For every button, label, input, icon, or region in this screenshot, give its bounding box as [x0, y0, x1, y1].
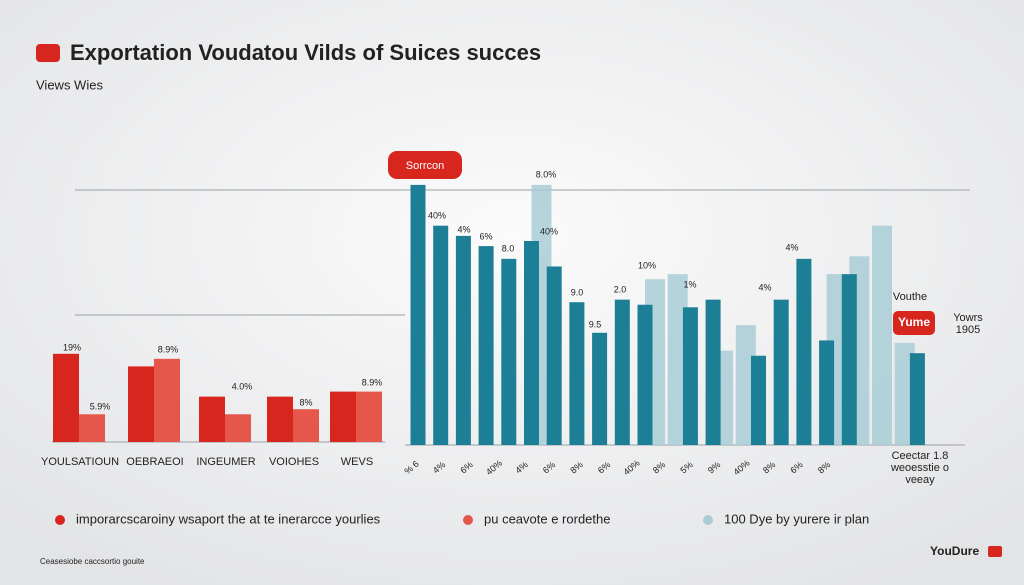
bar: [199, 396, 225, 442]
bar: [128, 366, 154, 442]
annotation: 40%: [428, 210, 446, 220]
legend-swatch: [463, 515, 473, 525]
x-tick-label: YOULSATIOUN: [41, 456, 119, 468]
bar: [410, 184, 426, 445]
bar: [79, 414, 105, 442]
bar: [819, 340, 835, 445]
annotation: 1%: [683, 279, 696, 289]
side-note: Ceectar 1.8: [892, 450, 949, 462]
bar: [267, 396, 293, 442]
annotation: 5.9%: [90, 401, 111, 411]
bar: [433, 225, 449, 445]
side-badge-text: Yume: [898, 315, 930, 329]
bar: [705, 299, 721, 445]
annotation: 4.0%: [232, 381, 253, 391]
bar: [796, 258, 812, 445]
annotation: 4%: [758, 282, 771, 292]
annotation: 9.5: [589, 319, 602, 329]
x-tick-label: VOIOHES: [269, 456, 319, 468]
bar: [735, 325, 756, 445]
bar: [667, 274, 688, 445]
bar: [637, 304, 653, 445]
bar: [225, 414, 251, 442]
logo-icon: [36, 44, 60, 62]
bar: [592, 332, 608, 445]
title: Exportation Voudatou Vilds of Suices suc…: [70, 40, 541, 65]
legend-label: 100 Dye by yurere ir plan: [724, 511, 869, 526]
footer-icon: [988, 546, 1002, 557]
annotation: 8.0: [502, 243, 515, 253]
footer-left: Ceasesiobe caccsortio gouite: [40, 557, 145, 566]
bar: [872, 225, 892, 445]
footer-right: YouDure: [930, 544, 979, 558]
side-note: veeay: [905, 474, 935, 486]
legend-label: pu ceavote e rordethe: [484, 511, 610, 526]
bar: [614, 299, 630, 445]
annotation: 19%: [63, 342, 81, 352]
x-tick-label: OEBRAEOI: [126, 456, 183, 468]
legend-label: imporarcscaroiny wsaport the at te inera…: [76, 511, 381, 526]
side-note: weoesstie o: [890, 462, 949, 474]
annotation: 9.0: [571, 287, 584, 297]
bar: [501, 258, 517, 445]
bar: [293, 409, 319, 442]
bar: [154, 358, 180, 442]
badge-text: Sorrcon: [406, 160, 445, 172]
annotation: 40%: [540, 226, 558, 236]
legend-swatch: [55, 515, 65, 525]
bar: [478, 246, 494, 445]
bar: [546, 266, 562, 445]
x-tick-label: WEVS: [341, 456, 373, 468]
annotation: 8%: [299, 397, 312, 407]
annotation: 8.9%: [362, 377, 383, 387]
bar: [841, 274, 857, 445]
bar: [356, 391, 382, 442]
legend-swatch: [703, 515, 713, 525]
annotation: 4%: [785, 242, 798, 252]
x-tick-label: INGEUMER: [196, 456, 255, 468]
bar: [455, 235, 471, 445]
annotation: 10%: [638, 260, 656, 270]
annotation: 4%: [457, 224, 470, 234]
bar: [524, 241, 539, 445]
bar: [909, 353, 925, 445]
side-note: 1905: [956, 324, 980, 336]
annotation: 8.0%: [536, 169, 557, 179]
bar: [894, 343, 915, 445]
bar: [751, 355, 766, 445]
side-label: Vouthe: [893, 291, 927, 303]
side-badge: [893, 311, 935, 335]
badge: [388, 151, 462, 179]
side-note: Yowrs: [953, 312, 983, 324]
annotation: 2.0: [614, 284, 627, 294]
bar: [330, 391, 356, 442]
bar: [773, 299, 789, 445]
bar: [682, 307, 698, 445]
bar: [53, 353, 79, 442]
annotation: 6%: [479, 231, 492, 241]
annotation: 8.9%: [158, 344, 179, 354]
bar: [569, 302, 585, 445]
subtitle: Views Wies: [36, 77, 103, 92]
